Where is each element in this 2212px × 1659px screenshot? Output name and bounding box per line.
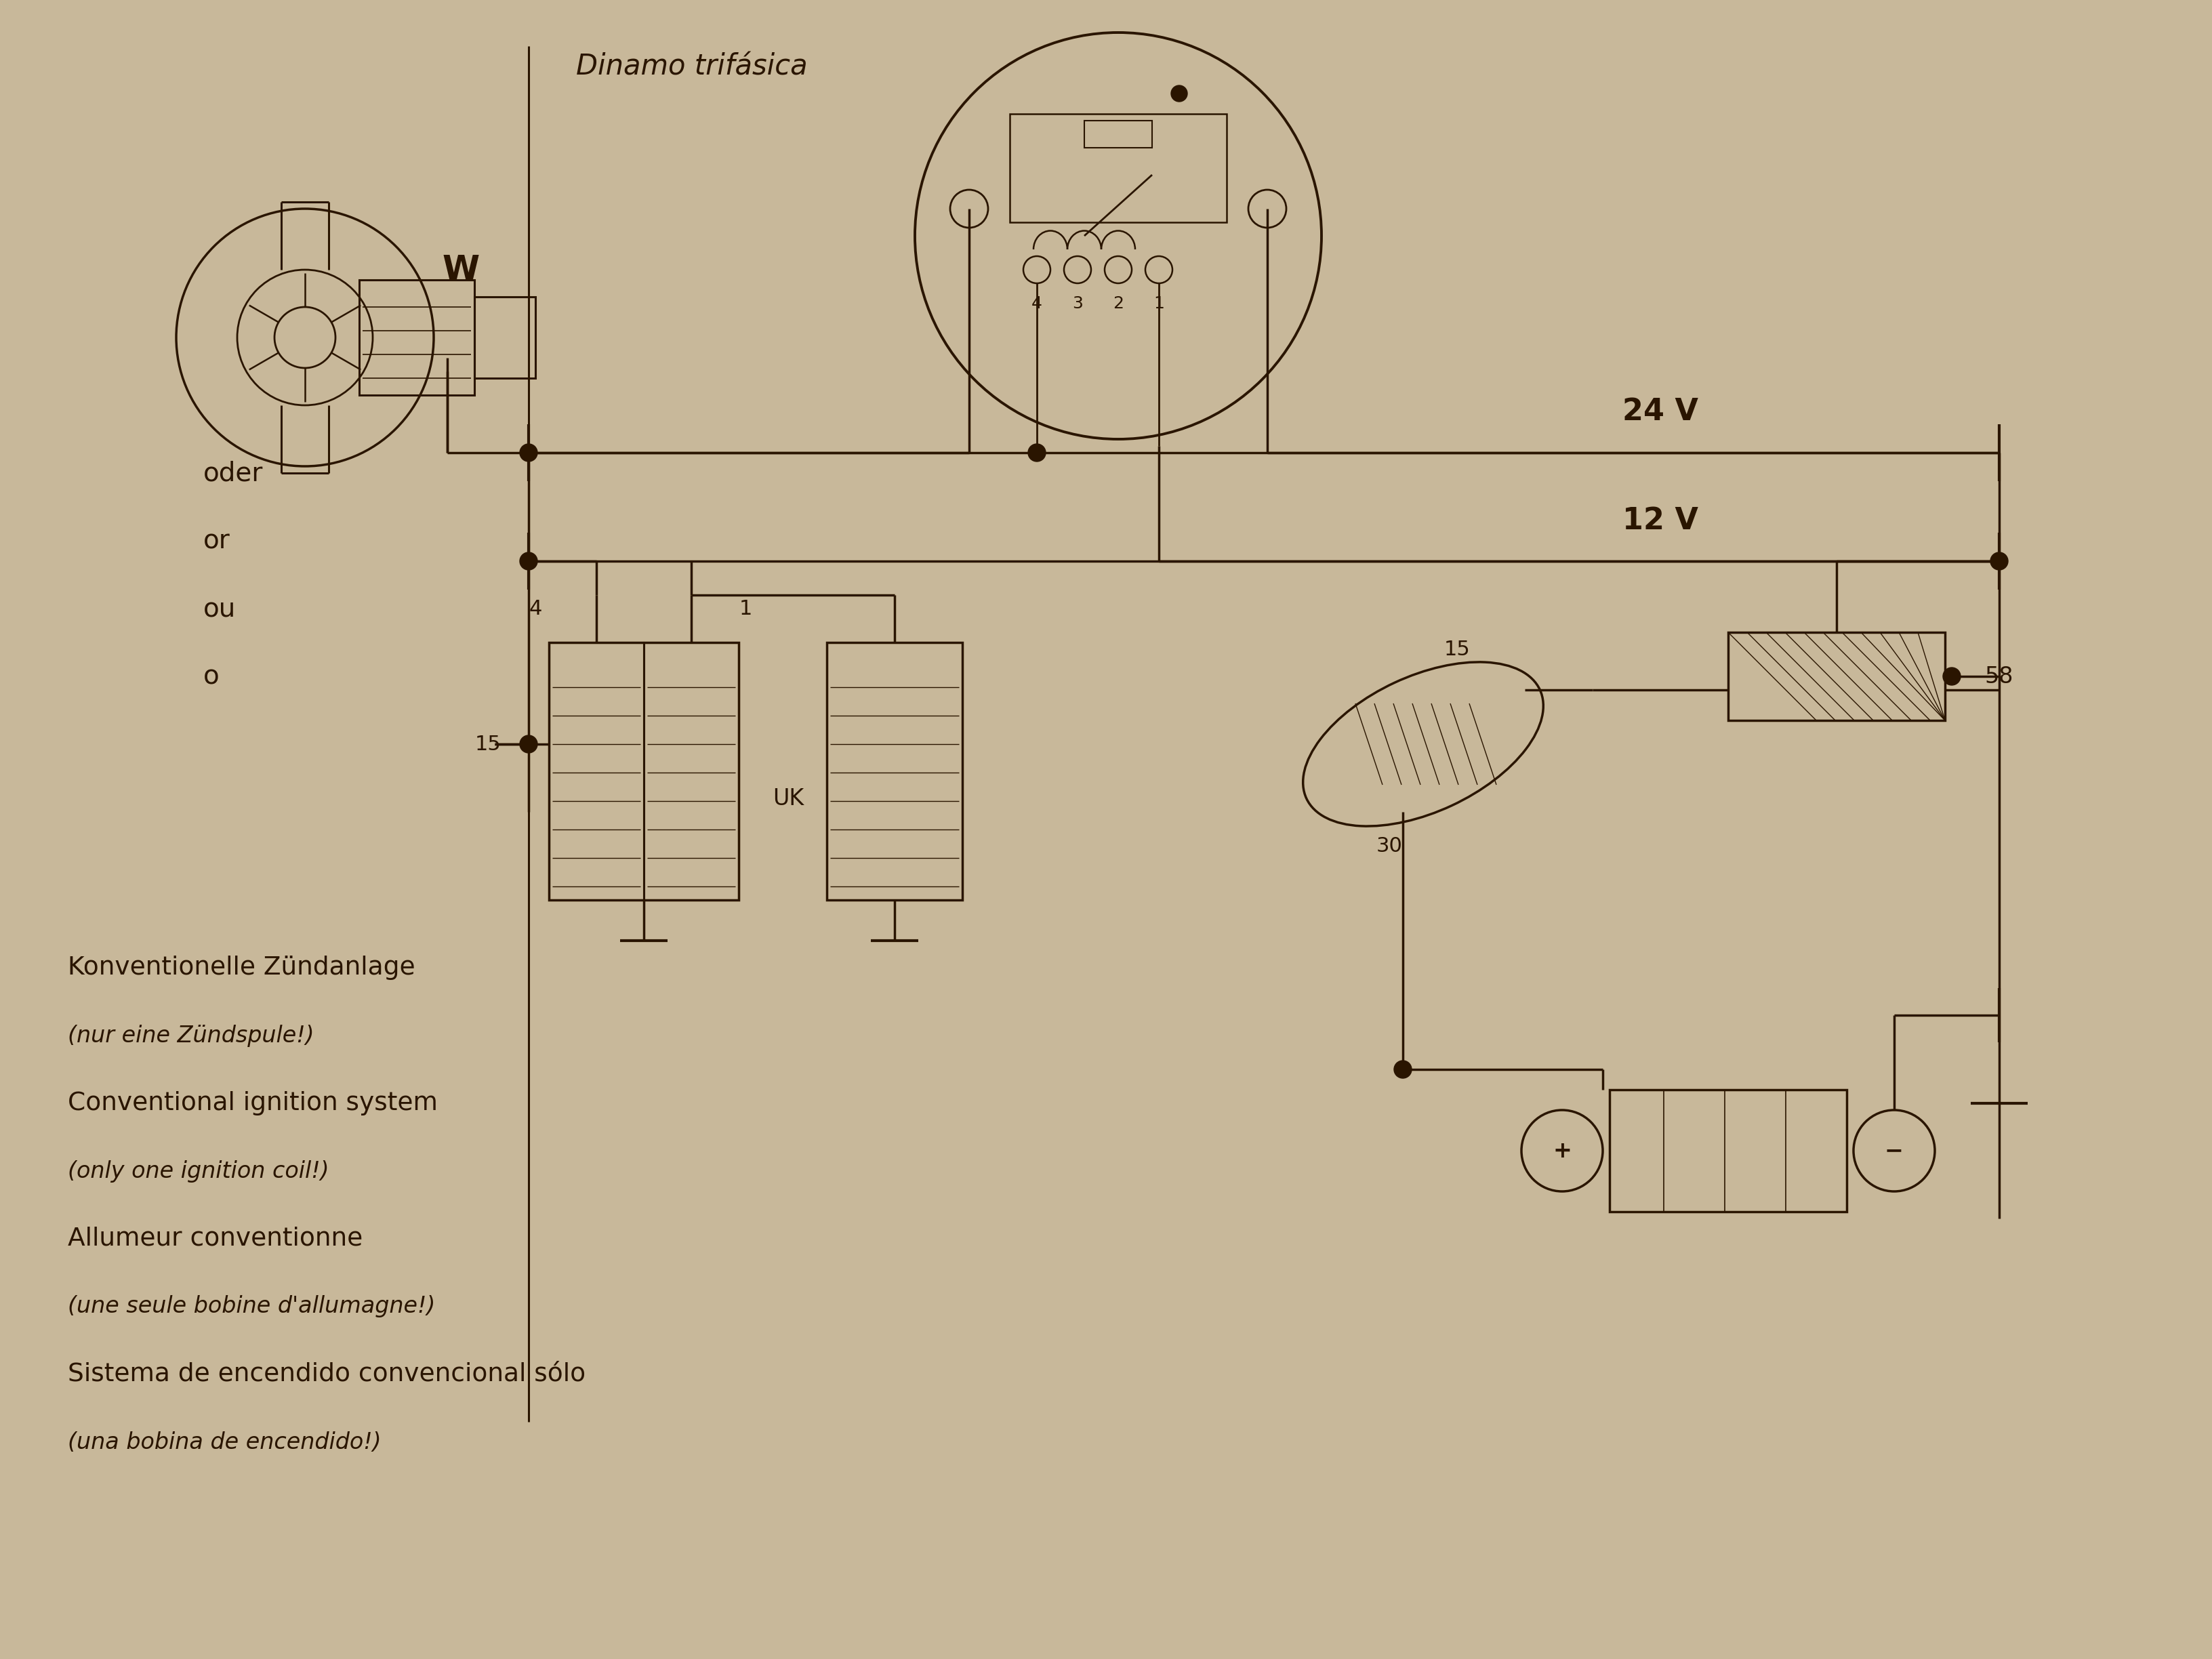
Bar [549,642,644,899]
Text: −: − [1885,1140,1905,1161]
Text: (only one ignition coil!): (only one ignition coil!) [69,1160,330,1183]
Bar [1009,114,1228,222]
Text: W: W [442,254,480,285]
Circle shape [520,735,538,753]
Text: 3: 3 [1073,295,1084,312]
Circle shape [1029,445,1046,461]
Text: 1: 1 [739,599,752,619]
Text: o: o [204,664,219,688]
Text: Conventional ignition system: Conventional ignition system [69,1092,438,1115]
Circle shape [1170,85,1188,101]
Text: 15: 15 [476,735,502,753]
Circle shape [274,307,336,368]
Text: 24 V: 24 V [1621,398,1699,426]
Text: ou: ou [204,596,237,622]
Bar [1610,1090,1847,1211]
Text: Konventionelle Zündanlage: Konventionelle Zündanlage [69,956,416,980]
Text: 4: 4 [529,599,542,619]
Bar [473,297,535,378]
Text: (une seule bobine d'allumagne!): (une seule bobine d'allumagne!) [69,1296,436,1317]
Circle shape [1394,1060,1411,1078]
Bar [1084,121,1152,148]
Text: oder: oder [204,460,263,486]
Bar [549,642,739,899]
Circle shape [1942,667,1960,685]
Bar [644,642,739,899]
Circle shape [1991,552,2008,571]
Text: (una bobina de encendido!): (una bobina de encendido!) [69,1432,380,1453]
Ellipse shape [1303,662,1544,826]
Text: 4: 4 [1031,295,1042,312]
Text: Sistema de encendido convencional sólo: Sistema de encendido convencional sólo [69,1362,586,1387]
Text: 15: 15 [1444,639,1471,659]
Text: 12 V: 12 V [1621,506,1699,536]
Text: UK: UK [772,786,803,810]
Text: 30: 30 [1376,836,1402,856]
Text: or: or [204,528,230,554]
Circle shape [520,445,538,461]
Text: +: + [1553,1140,1571,1161]
Text: Allumeur conventionne: Allumeur conventionne [69,1226,363,1251]
Circle shape [520,552,538,571]
Text: 1: 1 [1152,295,1164,312]
Text: 58: 58 [1984,665,2013,687]
Text: Dinamo trifásica: Dinamo trifásica [575,51,807,81]
Bar [358,280,473,395]
Bar [827,642,962,899]
Text: 2: 2 [1113,295,1124,312]
Text: (nur eine Zündspule!): (nur eine Zündspule!) [69,1024,314,1047]
Bar [1728,632,1944,720]
